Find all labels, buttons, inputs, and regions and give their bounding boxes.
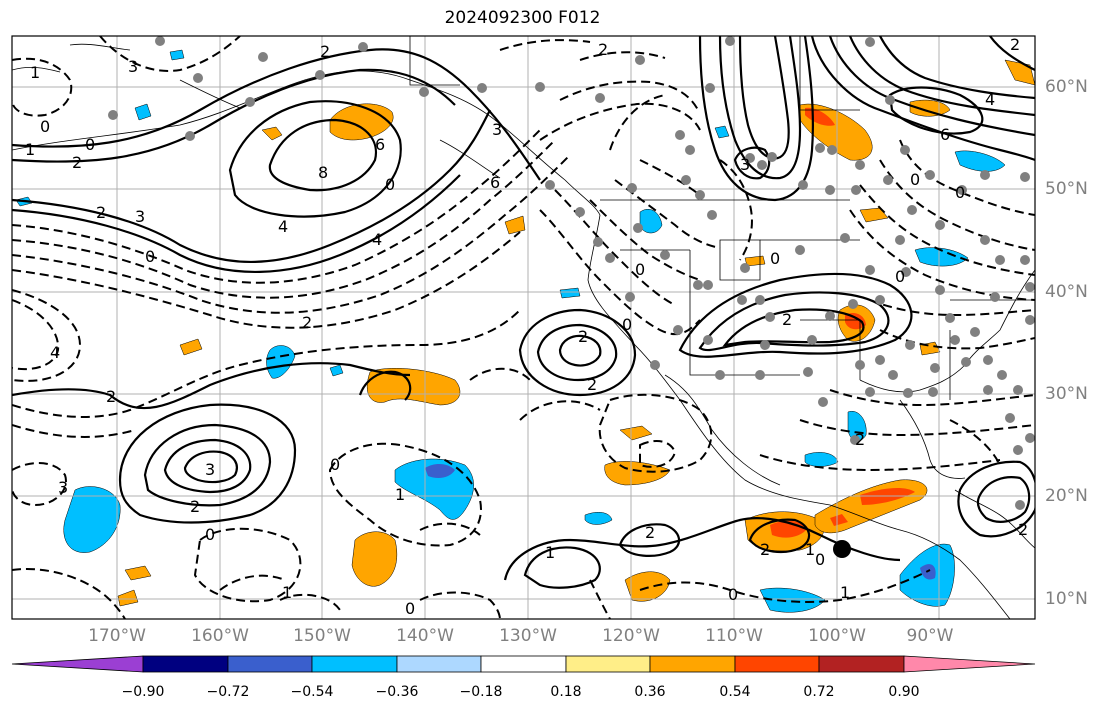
contour-label: 0 [145,247,155,266]
contour-label: 2 [782,310,792,329]
contour-label: 2 [302,313,312,332]
colorbar-tick-label: 0.90 [888,684,920,700]
contour-label: 2 [72,153,82,172]
lon-label: 130°W [499,626,557,646]
contour-label: 6 [375,135,385,154]
lat-label: 40°N [1045,282,1088,302]
colorbar-tick-label: −0.90 [121,684,165,700]
colorbar-swatch [649,655,736,673]
lon-label: 110°W [705,626,763,646]
lat-label: 60°N [1045,77,1088,97]
contour-label: 4 [985,90,995,109]
colorbar-swatch [396,655,482,673]
contour-label: 2 [760,540,770,559]
lat-label: 10°N [1045,589,1088,609]
contour-label: 0 [405,599,415,618]
contour-label: 0 [40,117,50,136]
colorbar-swatch [565,655,651,673]
contour-label: 2 [645,523,655,542]
contour-label: 8 [318,163,328,182]
station-markers [108,36,1035,510]
colorbar-upper-extension [903,655,1036,673]
contour-label: 3 [58,478,68,497]
contour-label: 2 [1018,520,1028,539]
contour-label: 0 [205,525,215,544]
contour-label: 3 [128,57,138,76]
colorbar-tick-label: 0.54 [719,684,751,700]
colorbar-swatch [227,655,313,673]
lon-label: 160°W [191,626,249,646]
contour-label: 0 [385,175,395,194]
contour-label: 0 [910,170,920,189]
colorbar-swatch [311,655,398,673]
contour-label: 2 [1010,35,1020,54]
contour-label: 1 [840,583,850,602]
contour-label: 3 [740,155,750,174]
contour-label: 0 [955,183,965,202]
contour-label: 0 [895,267,905,286]
colorbar [11,655,1036,673]
colorbar-lower-extension [11,655,144,673]
contour-label: 4 [372,230,382,249]
contour-label: 2 [96,203,106,222]
contour-label: 3 [135,207,145,226]
colorbar-swatch [480,655,567,673]
map-title: 2024092300 F012 [444,8,601,28]
contour-label: 0 [815,550,825,569]
contour-label: 3 [492,120,502,139]
lon-label: 170°W [88,626,146,646]
lat-label: 50°N [1045,179,1088,199]
contour-label: 2 [320,42,330,61]
lat-label: 30°N [1045,384,1088,404]
lat-lon-gridlines [12,36,1035,619]
contour-label: 6 [490,173,500,192]
contour-label: 1 [805,540,815,559]
contour-label: 2 [855,430,865,449]
lon-label: 90°W [906,626,954,646]
contour-label: 1 [545,543,555,562]
contour-label: 0 [635,260,645,279]
contour-label: 2 [587,375,597,394]
lon-label: 150°W [293,626,351,646]
coastlines-and-borders [12,36,1035,619]
lat-label: 20°N [1045,486,1088,506]
contour-label: 2 [598,40,608,59]
contour-label: 0 [728,585,738,604]
contour-label: 1 [25,140,35,159]
colorbar-tick-label: −0.18 [459,684,503,700]
lon-label: 120°W [602,626,660,646]
colorbar-tick-label: 0.72 [803,684,835,700]
colorbar-swatch [142,655,229,673]
contour-label: 6 [940,125,950,144]
colorbar-tick-label: −0.54 [290,684,334,700]
colorbar-tick-label: −0.72 [206,684,250,700]
contour-label: 1 [395,485,405,504]
contour-labels: 2 3 0 1 0 2 3 0 2 1 6 8 4 3 2 0 4 6 2 4 … [25,35,1028,618]
colorbar-swatch [818,655,905,673]
dashed-contours [12,36,1035,619]
contour-label: 0 [330,455,340,474]
contour-label: 1 [30,63,40,82]
colorbar-tick-label: 0.18 [550,684,582,700]
contour-label: 2 [190,497,200,516]
map-frame [11,35,1036,620]
solid-contours [12,36,1035,589]
contour-label: 0 [85,135,95,154]
contour-label: 1 [282,583,292,602]
location-marker [833,540,851,558]
colorbar-swatch [734,655,820,673]
lon-label: 140°W [396,626,454,646]
contour-label: 0 [770,249,780,268]
contour-label: 2 [106,387,116,406]
contour-label: 4 [50,343,60,362]
contour-label: 4 [278,217,288,236]
contour-label: 2 [578,327,588,346]
colorbar-tick-label: 0.36 [634,684,666,700]
lon-label: 100°W [808,626,866,646]
contour-label: 3 [205,460,215,479]
contour-label: 0 [622,315,632,334]
colorbar-tick-label: −0.36 [375,684,419,700]
